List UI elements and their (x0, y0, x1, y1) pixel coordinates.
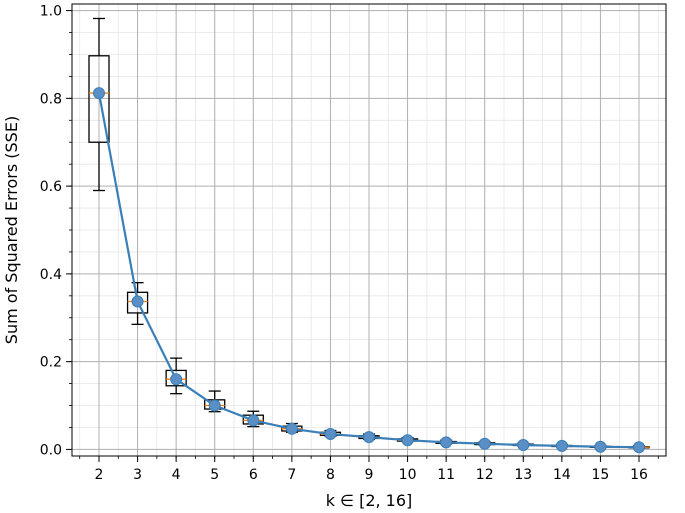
x-tick-label: 2 (95, 467, 104, 483)
data-point (594, 440, 607, 453)
data-point (208, 399, 221, 412)
data-point (324, 428, 337, 441)
data-point (478, 437, 491, 450)
x-tick-label: 11 (437, 467, 455, 483)
data-point (633, 441, 645, 454)
x-tick-label: 13 (514, 467, 532, 483)
y-tick-label: 0.0 (40, 442, 62, 458)
data-point (363, 431, 375, 444)
x-tick-label: 10 (399, 467, 417, 483)
data-point (131, 295, 144, 308)
y-tick-label: 0.8 (40, 91, 62, 107)
grid (72, 4, 666, 456)
box (126, 291, 149, 314)
y-tick-label: 0.6 (40, 179, 62, 195)
x-tick-label: 16 (630, 467, 648, 483)
axis-ticks: 0.0 0.2 0.4 0.6 0.8 1.0 2 3 4 5 6 7 8 9 10 11 12 13 14 15 16 (40, 4, 659, 483)
data-point (247, 414, 260, 427)
x-tick-label: 7 (287, 467, 296, 483)
data-point (285, 422, 298, 435)
box (165, 369, 187, 387)
x-tick-label: 3 (133, 467, 142, 483)
box (88, 55, 110, 143)
x-tick-label: 9 (365, 467, 374, 483)
x-tick-label: 12 (476, 467, 494, 483)
x-axis-label: k ∈ [2, 16] (326, 491, 413, 510)
x-tick-label: 6 (249, 467, 258, 483)
x-tick-label: 4 (172, 467, 181, 483)
data-series (93, 87, 645, 454)
data-point (440, 436, 453, 449)
x-tick-label: 8 (326, 467, 335, 483)
x-tick-label: 15 (592, 467, 610, 483)
data-point (170, 373, 183, 386)
data-point (93, 87, 105, 100)
data-point (517, 439, 530, 452)
y-tick-label: 0.2 (40, 355, 62, 371)
y-axis-label: Sum of Squared Errors (SSE) (2, 116, 21, 344)
x-tick-label: 5 (210, 467, 219, 483)
data-point (555, 439, 568, 452)
x-tick-label: 14 (553, 467, 571, 483)
y-tick-label: 1.0 (40, 4, 62, 20)
y-tick-label: 0.4 (40, 267, 62, 283)
data-point (401, 434, 414, 447)
